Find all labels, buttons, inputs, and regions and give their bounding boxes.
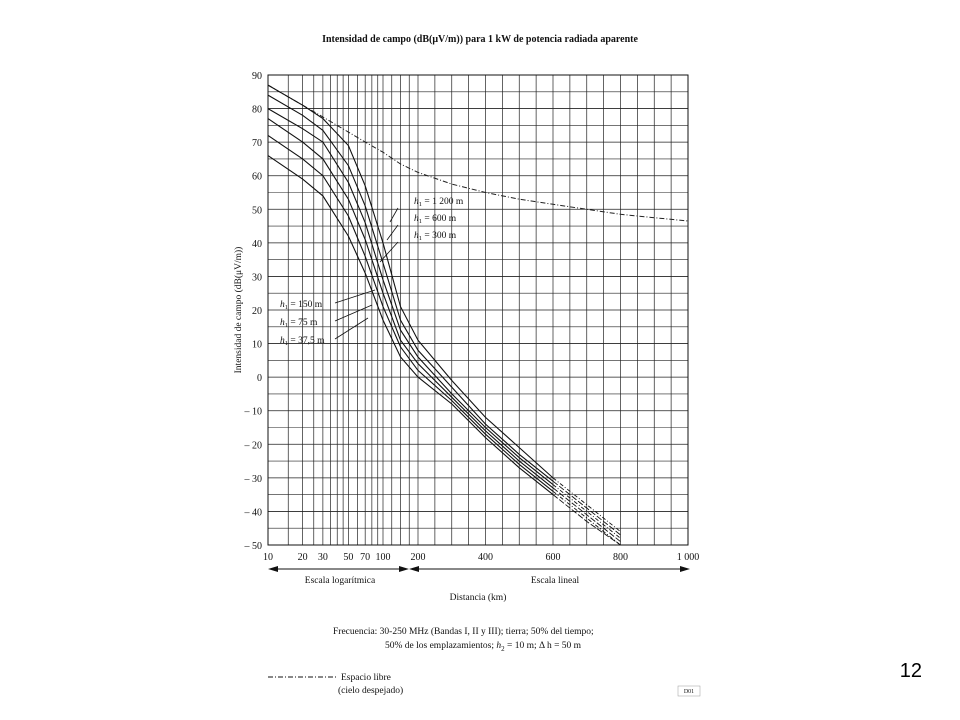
curve-label-leader xyxy=(386,224,399,241)
scale-arrows xyxy=(268,566,690,572)
y-tick-label: 90 xyxy=(252,71,262,82)
x-tick-label: 20 xyxy=(298,552,308,563)
y-tick-label: 80 xyxy=(252,105,262,116)
series-line-dashed xyxy=(552,494,621,546)
x-tick-label: 200 xyxy=(411,552,426,563)
series-line xyxy=(267,134,554,492)
series-curves xyxy=(267,84,689,546)
series-line xyxy=(267,155,554,496)
y-tick-label: 70 xyxy=(252,138,262,149)
frequency-note: Frecuencia: 30-250 MHz (Bandas I, II y I… xyxy=(333,626,594,637)
y-tick-label: 10 xyxy=(252,340,262,351)
figure-code: D01 xyxy=(684,689,694,695)
location-note: 50% de los emplazamientos; h2 = 10 m; Δ … xyxy=(385,641,582,653)
y-tick-label: – 10 xyxy=(244,407,263,418)
free-space-legend-sublabel: (cielo despejado) xyxy=(338,685,403,696)
x-tick-label: 10 xyxy=(263,552,273,563)
y-tick-label: – 50 xyxy=(244,541,263,552)
curve-labels: h1 = 1 200 m h1 = 600 m h1 = 300 m h1 = 150… xyxy=(280,197,464,347)
free-space-legend-label: Espacio libre xyxy=(341,673,391,683)
page-number: 12 xyxy=(899,660,922,682)
log-scale-label: Escala logarítmica xyxy=(305,576,376,586)
x-tick-label: 50 xyxy=(343,552,353,563)
linear-scale-label: Escala lineal xyxy=(531,576,580,586)
x-axis-label: Distancia (km) xyxy=(450,592,507,603)
series-line-dashed xyxy=(552,487,621,542)
y-tick-label: 60 xyxy=(252,172,262,183)
x-tick-label: 600 xyxy=(546,552,561,563)
y-tick-label: 50 xyxy=(252,205,262,216)
curve-label-leader xyxy=(334,289,376,304)
x-tick-label: 800 xyxy=(613,552,628,563)
curve-label-leader xyxy=(334,304,373,322)
curve-label: h1 = 150 m xyxy=(280,300,323,311)
curve-label-leader xyxy=(334,317,369,340)
x-tick-label: 100 xyxy=(376,552,391,563)
y-tick-label: 0 xyxy=(257,373,262,384)
chart-title: Intensidad de campo (dB(μV/m)) para 1 kW… xyxy=(322,34,638,45)
y-tick-label: 30 xyxy=(252,272,262,283)
curve-label-leader xyxy=(379,241,399,263)
curve-label: h1 = 300 m xyxy=(414,231,457,242)
curve-label: h1 = 1 200 m xyxy=(414,197,464,208)
series-line xyxy=(267,84,554,479)
curve-label: h1 = 37,5 m xyxy=(280,336,325,347)
x-tick-label: 30 xyxy=(318,552,328,563)
curve-label: h1 = 600 m xyxy=(414,214,457,225)
x-tick-label: 400 xyxy=(478,552,493,563)
y-tick-label: – 40 xyxy=(244,507,263,518)
x-tick-label: 1 000 xyxy=(677,552,700,563)
series-line xyxy=(267,108,554,486)
curve-label-leader xyxy=(389,207,399,223)
series-line-dashed xyxy=(552,480,621,536)
plot-border xyxy=(267,74,689,546)
y-axis-ticks: 90 80 70 60 50 40 30 20 10 0 – 10 – 20 – 30 – 40 – 50 xyxy=(244,71,263,552)
curve-label: h1 = 75 m xyxy=(280,318,318,329)
y-tick-label: – 30 xyxy=(244,474,263,485)
y-tick-label: 40 xyxy=(252,239,262,250)
y-tick-label: – 20 xyxy=(244,440,263,451)
figure-code-box xyxy=(677,685,701,697)
chart-grid xyxy=(267,74,689,546)
series-line xyxy=(267,94,554,482)
free-space-curve xyxy=(267,84,689,222)
y-axis-label: Intensidad de campo (dB(μV/m)) xyxy=(233,247,244,374)
series-line xyxy=(267,118,554,489)
y-tick-label: 20 xyxy=(252,306,262,317)
x-tick-label: 70 xyxy=(360,552,370,563)
x-axis-ticks: 10 20 30 50 70 100 200 400 600 800 1 000 xyxy=(263,552,699,563)
